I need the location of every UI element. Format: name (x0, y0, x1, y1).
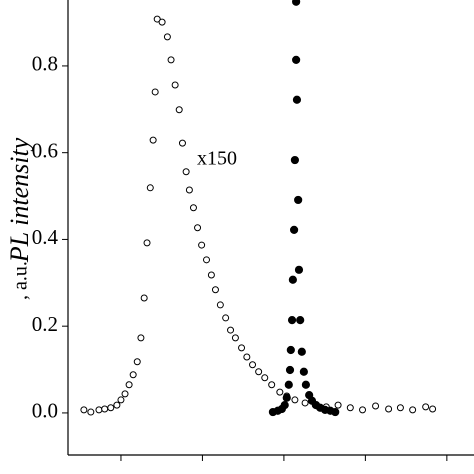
data-point (198, 241, 206, 249)
data-point (121, 390, 129, 398)
y-tick-label: 0.8 (32, 52, 58, 76)
data-point (171, 81, 179, 89)
annotation: x150 (197, 148, 237, 170)
y-tick-label: 0.6 (32, 138, 58, 162)
data-point (231, 334, 239, 342)
data-point (158, 18, 166, 26)
data-point (125, 381, 133, 389)
data-point (409, 406, 417, 414)
data-point (359, 406, 367, 414)
data-point (117, 396, 125, 404)
y-tick-label: 0.4 (32, 225, 59, 249)
data-point (238, 344, 246, 352)
data-point (282, 393, 291, 402)
data-point (249, 361, 257, 369)
data-point (289, 225, 299, 234)
data-point (143, 239, 151, 247)
data-point (107, 404, 115, 412)
data-point (346, 404, 354, 412)
data-point (113, 401, 121, 409)
data-point (211, 286, 219, 294)
y-axis-unit: , a.u. (10, 261, 32, 300)
data-point (95, 406, 103, 414)
data-point (299, 367, 308, 376)
data-point (163, 33, 171, 41)
data-point (189, 204, 197, 212)
data-point (216, 301, 224, 309)
data-point (129, 371, 137, 379)
data-point (422, 403, 430, 411)
data-point (385, 405, 393, 413)
data-point (153, 15, 161, 23)
data-point (175, 106, 183, 114)
data-point (284, 380, 293, 389)
data-point (101, 405, 109, 413)
data-point (222, 314, 230, 322)
data-point (291, 396, 299, 404)
data-point (151, 88, 159, 96)
data-point (261, 374, 269, 382)
data-point (292, 55, 301, 64)
data-point (194, 224, 202, 232)
data-point (255, 368, 263, 376)
data-point (137, 334, 145, 342)
data-point (301, 399, 309, 407)
data-point (268, 381, 276, 389)
data-point (146, 184, 154, 192)
data-point (396, 404, 404, 412)
data-point (149, 136, 157, 144)
data-point (167, 56, 175, 64)
data-point (286, 345, 295, 355)
data-point (292, 0, 301, 6)
data-point (87, 408, 95, 416)
data-point (243, 353, 251, 361)
data-point (280, 401, 289, 410)
data-point (227, 326, 235, 334)
data-point (292, 95, 302, 104)
data-point (334, 401, 342, 409)
data-point (285, 365, 295, 375)
data-point (178, 139, 186, 147)
data-point (203, 256, 211, 264)
data-point (133, 358, 141, 366)
y-tick-label: 0.0 (32, 399, 58, 423)
data-point (372, 402, 380, 410)
data-point (288, 275, 297, 284)
data-point (429, 405, 437, 413)
data-point (185, 186, 193, 194)
data-point (294, 195, 303, 205)
data-point (80, 406, 88, 414)
data-point (301, 380, 311, 389)
data-point (182, 168, 190, 176)
data-point (290, 155, 300, 165)
data-point (296, 316, 305, 325)
data-point (287, 316, 297, 325)
data-point (294, 265, 304, 274)
y-axis-label: PL intensity (5, 137, 34, 263)
data-point (207, 271, 215, 279)
y-tick-label: 0.2 (32, 312, 58, 336)
data-point (297, 347, 306, 356)
data-point (276, 388, 284, 396)
data-point (331, 407, 340, 417)
data-point (140, 294, 148, 302)
